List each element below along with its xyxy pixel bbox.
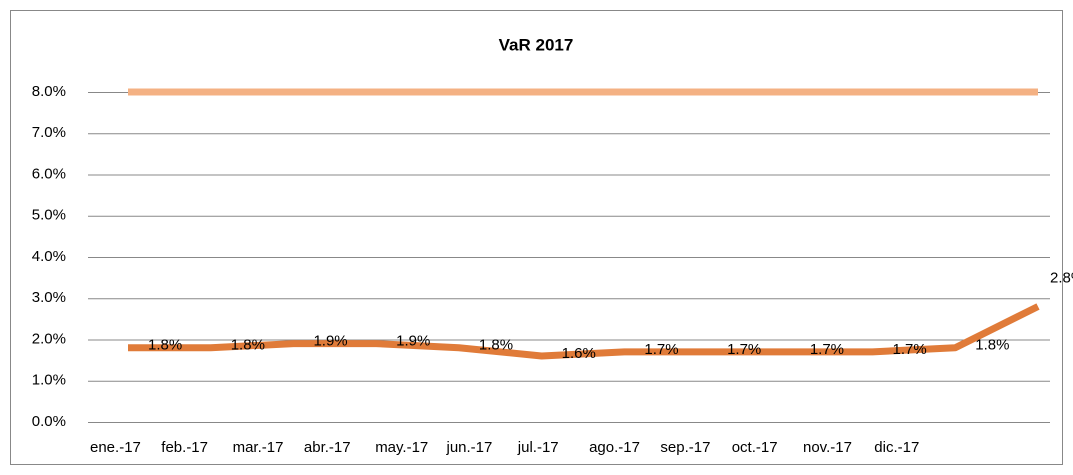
x-tick-label: ene.-17 (90, 439, 141, 456)
data-label: 1.6% (562, 345, 596, 362)
x-tick-label: may.-17 (375, 439, 428, 456)
y-tick-label: 5.0% (32, 207, 66, 224)
data-label: 1.8% (231, 337, 265, 354)
x-tick-label: abr.-17 (304, 439, 351, 456)
y-tick-label: 7.0% (32, 124, 66, 141)
y-tick-label: 8.0% (32, 83, 66, 100)
x-tick-label: oct.-17 (732, 439, 778, 456)
y-tick-label: 2.0% (32, 330, 66, 347)
data-label: 1.9% (313, 333, 347, 350)
line-series (128, 303, 1040, 360)
y-tick-label: 0.0% (32, 413, 66, 430)
chart-title: VaR 2017 (499, 35, 574, 54)
data-label: 1.7% (727, 341, 761, 358)
y-tick-label: 6.0% (32, 165, 66, 182)
x-tick-label: sep.-17 (660, 439, 710, 456)
x-tick-label: jul.-17 (517, 439, 559, 456)
y-tick-label: 4.0% (32, 248, 66, 265)
y-tick-label: 1.0% (32, 372, 66, 389)
x-tick-label: dic.-17 (874, 439, 919, 456)
data-label: 1.7% (644, 341, 678, 358)
chart-border (10, 10, 1063, 465)
x-tick-label: ago.-17 (589, 439, 640, 456)
data-label: 1.8% (148, 337, 182, 354)
data-label: 1.8% (479, 337, 513, 354)
x-tick-label: feb.-17 (161, 439, 208, 456)
data-label: 1.8% (975, 337, 1009, 354)
data-label: 1.7% (810, 341, 844, 358)
y-tick-label: 3.0% (32, 289, 66, 306)
x-tick-label: jun.-17 (446, 439, 493, 456)
x-tick-label: nov.-17 (803, 439, 852, 456)
x-tick-label: mar.-17 (233, 439, 284, 456)
data-label: 1.7% (893, 341, 927, 358)
data-label: 1.9% (396, 333, 430, 350)
data-label: 2.8% (1050, 269, 1073, 286)
